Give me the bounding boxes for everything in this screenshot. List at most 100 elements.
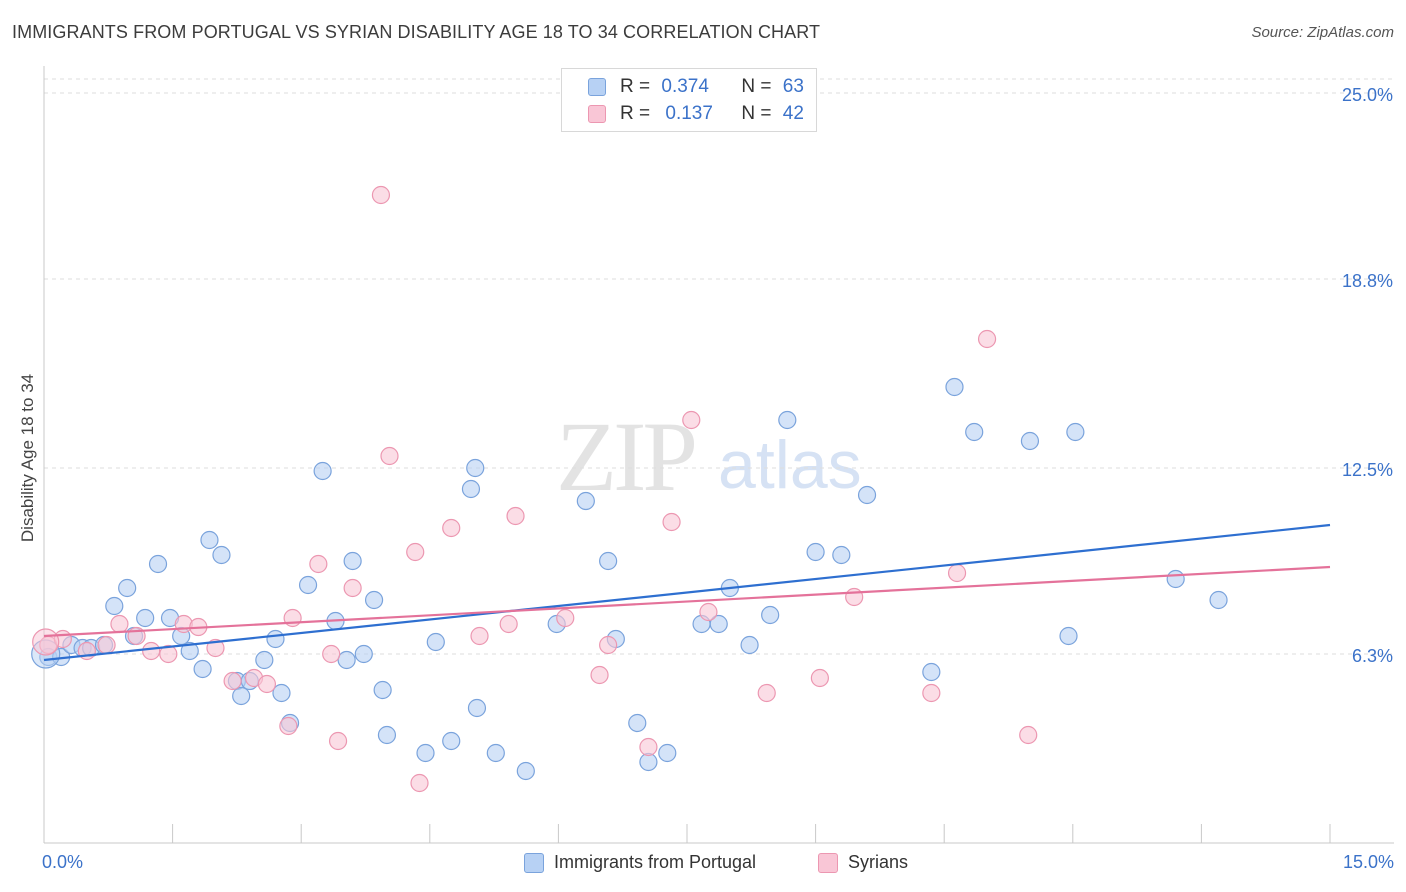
- y-tick-labels: 6.3% 12.5% 18.8% 25.0%: [1342, 85, 1393, 666]
- point-portugal: [1209, 590, 1228, 610]
- point-portugal: [373, 680, 392, 700]
- point-portugal: [343, 551, 362, 571]
- gridlines: [44, 78, 1394, 655]
- point-syrians: [845, 587, 864, 607]
- point-portugal: [1059, 626, 1078, 646]
- point-portugal: [200, 530, 219, 550]
- point-portugal: [180, 641, 199, 661]
- point-portugal: [516, 761, 535, 781]
- point-portugal: [740, 635, 759, 655]
- point-portugal: [426, 632, 445, 652]
- point-syrians: [757, 683, 776, 703]
- point-syrians: [506, 506, 525, 526]
- point-syrians: [322, 644, 341, 664]
- point-syrians: [699, 602, 718, 622]
- point-syrians: [223, 671, 242, 691]
- point-syrians: [257, 674, 277, 694]
- y-tick-label: 25.0%: [1342, 85, 1393, 105]
- point-portugal: [806, 542, 825, 562]
- r-value: 0.137: [665, 103, 713, 124]
- point-portugal: [298, 575, 318, 595]
- point-syrians: [174, 614, 193, 634]
- point-syrians: [590, 665, 609, 685]
- point-syrians: [410, 773, 429, 793]
- point-portugal: [467, 698, 487, 718]
- point-syrians: [371, 185, 391, 205]
- point-syrians: [470, 626, 489, 646]
- point-portugal: [658, 743, 677, 763]
- point-syrians: [639, 737, 658, 757]
- r-label: R =: [620, 103, 651, 124]
- point-portugal: [266, 629, 285, 649]
- legend-swatch-pink: [818, 852, 838, 873]
- point-portugal: [337, 650, 356, 670]
- legend-item-syrians: Syrians: [818, 852, 908, 873]
- point-syrians: [32, 628, 60, 656]
- point-portugal: [486, 743, 505, 763]
- y-tick-label: 18.8%: [1342, 271, 1393, 291]
- point-portugal: [761, 605, 780, 625]
- series-legend: Immigrants from Portugal Syrians: [0, 852, 1406, 878]
- correlation-legend: R = 0.374 N = 63 R = 0.137 N = 42: [561, 68, 817, 132]
- r-value: 0.374: [661, 76, 709, 97]
- n-label: N =: [741, 103, 772, 124]
- point-syrians: [343, 578, 362, 598]
- point-portugal: [832, 545, 851, 565]
- point-syrians: [279, 716, 298, 736]
- chart-title: IMMIGRANTS FROM PORTUGAL VS SYRIAN DISAB…: [12, 22, 821, 42]
- y-tick-label: 12.5%: [1342, 460, 1393, 480]
- point-syrians: [556, 608, 575, 628]
- point-syrians: [442, 518, 461, 538]
- point-syrians: [110, 614, 129, 634]
- trend-line-syrians: [43, 565, 1331, 638]
- watermark-zip: ZIP: [556, 401, 694, 512]
- point-portugal: [148, 554, 168, 574]
- point-portugal: [1166, 569, 1185, 589]
- point-syrians: [499, 614, 518, 634]
- point-portugal: [136, 608, 155, 628]
- point-portugal: [576, 491, 595, 511]
- point-syrians: [309, 554, 328, 574]
- point-syrians: [977, 329, 997, 349]
- pink-swatch: [588, 105, 606, 123]
- n-value: 63: [782, 76, 804, 97]
- point-portugal: [628, 713, 647, 733]
- point-portugal: [1020, 431, 1040, 451]
- point-syrians: [328, 731, 348, 751]
- point-portugal: [212, 545, 231, 565]
- watermark: ZIP atlas: [556, 401, 862, 512]
- point-portugal: [193, 659, 212, 679]
- point-portugal: [354, 644, 373, 664]
- point-portugal: [599, 551, 618, 571]
- point-portugal: [857, 485, 877, 505]
- point-portugal: [118, 578, 137, 598]
- point-syrians: [922, 683, 941, 703]
- point-portugal: [965, 422, 984, 442]
- point-syrians: [662, 512, 681, 532]
- point-syrians: [810, 668, 829, 688]
- n-value: 42: [782, 103, 804, 124]
- y-tick-label: 6.3%: [1352, 646, 1393, 666]
- point-syrians: [142, 641, 161, 661]
- blue-swatch: [588, 78, 606, 96]
- trend-line-portugal: [43, 523, 1331, 662]
- point-syrians: [380, 446, 399, 466]
- r-label: R =: [620, 76, 651, 97]
- point-portugal: [461, 479, 481, 499]
- legend-label: Immigrants from Portugal: [554, 852, 757, 872]
- x-tick-label-max: 15.0%: [1342, 852, 1394, 872]
- point-portugal: [364, 590, 384, 610]
- point-syrians: [599, 635, 618, 655]
- point-syrians: [682, 410, 701, 430]
- series-syrians: [32, 185, 1038, 793]
- point-portugal: [442, 731, 461, 751]
- axes: [43, 66, 1394, 844]
- point-syrians: [1019, 725, 1038, 745]
- point-syrians: [947, 563, 967, 583]
- point-portugal: [709, 614, 728, 634]
- point-portugal: [255, 650, 274, 670]
- point-portugal: [377, 725, 397, 745]
- n-label: N =: [741, 76, 772, 97]
- point-portugal: [105, 596, 124, 616]
